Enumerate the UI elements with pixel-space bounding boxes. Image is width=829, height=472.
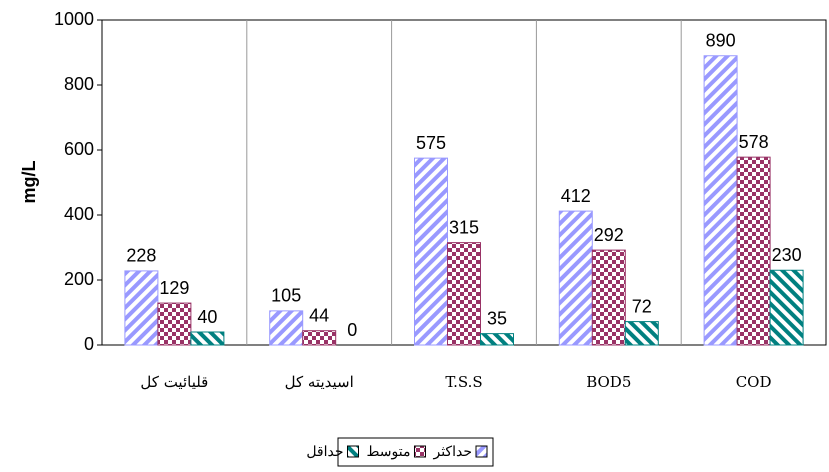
legend-swatch bbox=[347, 445, 359, 458]
x-tick-label: T.S.S bbox=[445, 373, 482, 391]
data-label: 35 bbox=[487, 308, 507, 328]
bar bbox=[624, 321, 659, 346]
x-tick-label: قلیائیت کل bbox=[140, 373, 208, 391]
bar bbox=[190, 331, 225, 346]
y-tick-label: 800 bbox=[64, 74, 94, 94]
data-label: 105 bbox=[271, 286, 301, 306]
y-tick-label: 400 bbox=[64, 204, 94, 224]
y-tick-label: 200 bbox=[64, 269, 94, 289]
bar bbox=[769, 269, 804, 346]
y-axis-label: mg/L bbox=[19, 160, 39, 203]
data-label: 292 bbox=[594, 225, 624, 245]
bar bbox=[124, 270, 159, 346]
y-tick-label: 0 bbox=[84, 334, 94, 354]
legend-label: حداقل bbox=[306, 444, 343, 460]
bar bbox=[736, 156, 771, 346]
data-label: 129 bbox=[159, 278, 189, 298]
bar bbox=[558, 210, 593, 346]
data-label: 0 bbox=[347, 320, 357, 340]
bar bbox=[591, 249, 626, 346]
bar bbox=[157, 302, 192, 346]
data-label: 315 bbox=[449, 217, 479, 237]
data-label: 230 bbox=[772, 245, 802, 265]
y-tick-label: 600 bbox=[64, 139, 94, 159]
x-tick-label: BOD5 bbox=[586, 373, 631, 391]
legend-label: حداکثر bbox=[432, 444, 472, 460]
legend-swatch bbox=[475, 445, 488, 458]
data-label: 228 bbox=[126, 246, 156, 266]
data-label: 412 bbox=[561, 186, 591, 206]
data-label: 72 bbox=[632, 296, 652, 316]
x-tick-label: اسیدیته کل bbox=[285, 373, 354, 391]
bar bbox=[302, 330, 337, 346]
bar bbox=[269, 310, 304, 346]
legend-label: متوسط bbox=[367, 444, 411, 460]
data-label: 44 bbox=[309, 305, 329, 325]
bar bbox=[447, 242, 481, 346]
data-label: 575 bbox=[416, 133, 446, 153]
legend-swatch bbox=[413, 445, 426, 458]
x-tick-label: COD bbox=[736, 373, 772, 391]
bar bbox=[703, 55, 738, 346]
bar bbox=[414, 157, 448, 346]
y-tick-label: 1000 bbox=[54, 9, 94, 29]
bar bbox=[480, 333, 514, 346]
data-label: 578 bbox=[739, 132, 769, 152]
data-label: 890 bbox=[706, 31, 736, 51]
data-label: 40 bbox=[197, 307, 217, 327]
legend-box bbox=[337, 437, 494, 467]
